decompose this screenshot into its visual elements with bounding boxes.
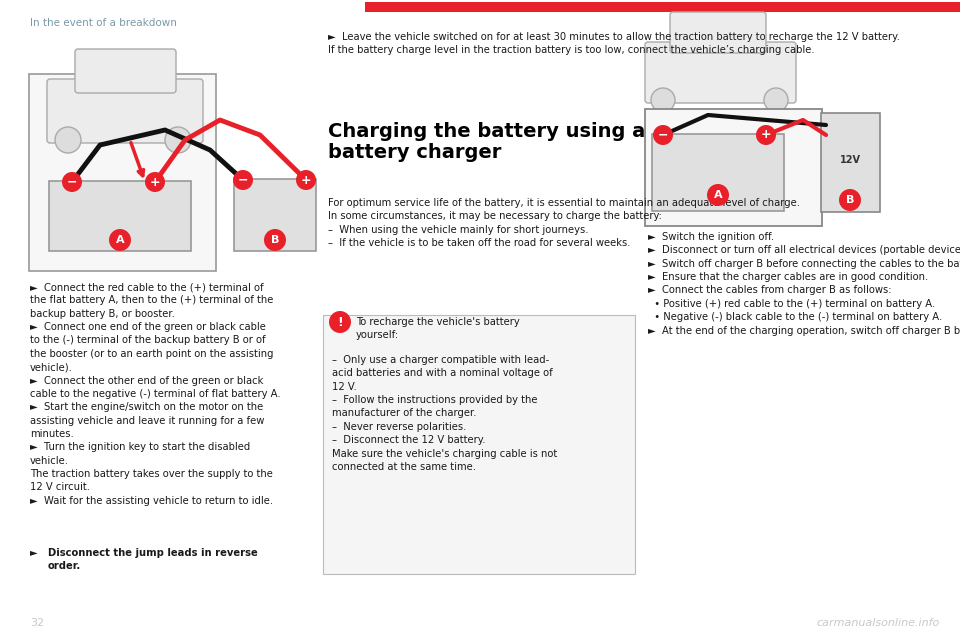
- Text: −: −: [67, 175, 77, 189]
- Text: +: +: [150, 175, 160, 189]
- Circle shape: [653, 125, 673, 145]
- Circle shape: [651, 88, 675, 112]
- Circle shape: [109, 229, 131, 251]
- FancyBboxPatch shape: [47, 79, 203, 143]
- Text: For optimum service life of the battery, it is essential to maintain an adequate: For optimum service life of the battery,…: [328, 198, 800, 248]
- Circle shape: [329, 311, 351, 333]
- Text: ►: ►: [30, 548, 44, 558]
- Text: In the event of a breakdown: In the event of a breakdown: [30, 18, 177, 28]
- FancyBboxPatch shape: [323, 315, 635, 574]
- Text: carmanualsonline.info: carmanualsonline.info: [817, 618, 940, 628]
- FancyBboxPatch shape: [49, 181, 191, 251]
- Text: Disconnect the jump leads in reverse
order.: Disconnect the jump leads in reverse ord…: [48, 548, 257, 572]
- Text: −: −: [658, 129, 668, 141]
- Text: +: +: [760, 129, 771, 141]
- Text: To recharge the vehicle's battery
yourself:: To recharge the vehicle's battery yourse…: [356, 317, 519, 340]
- Text: −: −: [238, 173, 249, 186]
- Circle shape: [55, 127, 81, 153]
- Text: ►  Leave the vehicle switched on for at least 30 minutes to allow the traction b: ► Leave the vehicle switched on for at l…: [328, 32, 900, 56]
- Circle shape: [707, 184, 729, 206]
- Text: –  Only use a charger compatible with lead-
acid batteries and with a nominal vo: – Only use a charger compatible with lea…: [332, 355, 557, 472]
- Circle shape: [839, 189, 861, 211]
- Circle shape: [165, 127, 191, 153]
- Circle shape: [233, 170, 253, 190]
- Text: !: !: [337, 316, 343, 328]
- FancyBboxPatch shape: [645, 42, 796, 103]
- FancyBboxPatch shape: [234, 179, 316, 251]
- Text: +: +: [300, 173, 311, 186]
- Circle shape: [756, 125, 776, 145]
- Text: 32: 32: [30, 618, 44, 628]
- FancyBboxPatch shape: [821, 113, 880, 212]
- Circle shape: [62, 172, 82, 192]
- Text: ►  Switch the ignition off.
►  Disconnect or turn off all electrical devices (po: ► Switch the ignition off. ► Disconnect …: [648, 232, 960, 335]
- Text: 12V: 12V: [839, 155, 860, 165]
- FancyBboxPatch shape: [75, 49, 176, 93]
- FancyBboxPatch shape: [652, 134, 784, 211]
- Text: Charging the battery using a
battery charger: Charging the battery using a battery cha…: [328, 122, 645, 163]
- FancyBboxPatch shape: [29, 74, 216, 271]
- Circle shape: [296, 170, 316, 190]
- Circle shape: [764, 88, 788, 112]
- Text: ►  Connect the red cable to the (+) terminal of
the flat battery A, then to the : ► Connect the red cable to the (+) termi…: [30, 282, 280, 506]
- Text: A: A: [116, 235, 124, 245]
- Text: B: B: [846, 195, 854, 205]
- Text: B: B: [271, 235, 279, 245]
- Text: A: A: [713, 190, 722, 200]
- Circle shape: [145, 172, 165, 192]
- Circle shape: [264, 229, 286, 251]
- FancyBboxPatch shape: [670, 12, 766, 53]
- FancyBboxPatch shape: [645, 109, 822, 226]
- Bar: [365, 2, 960, 12]
